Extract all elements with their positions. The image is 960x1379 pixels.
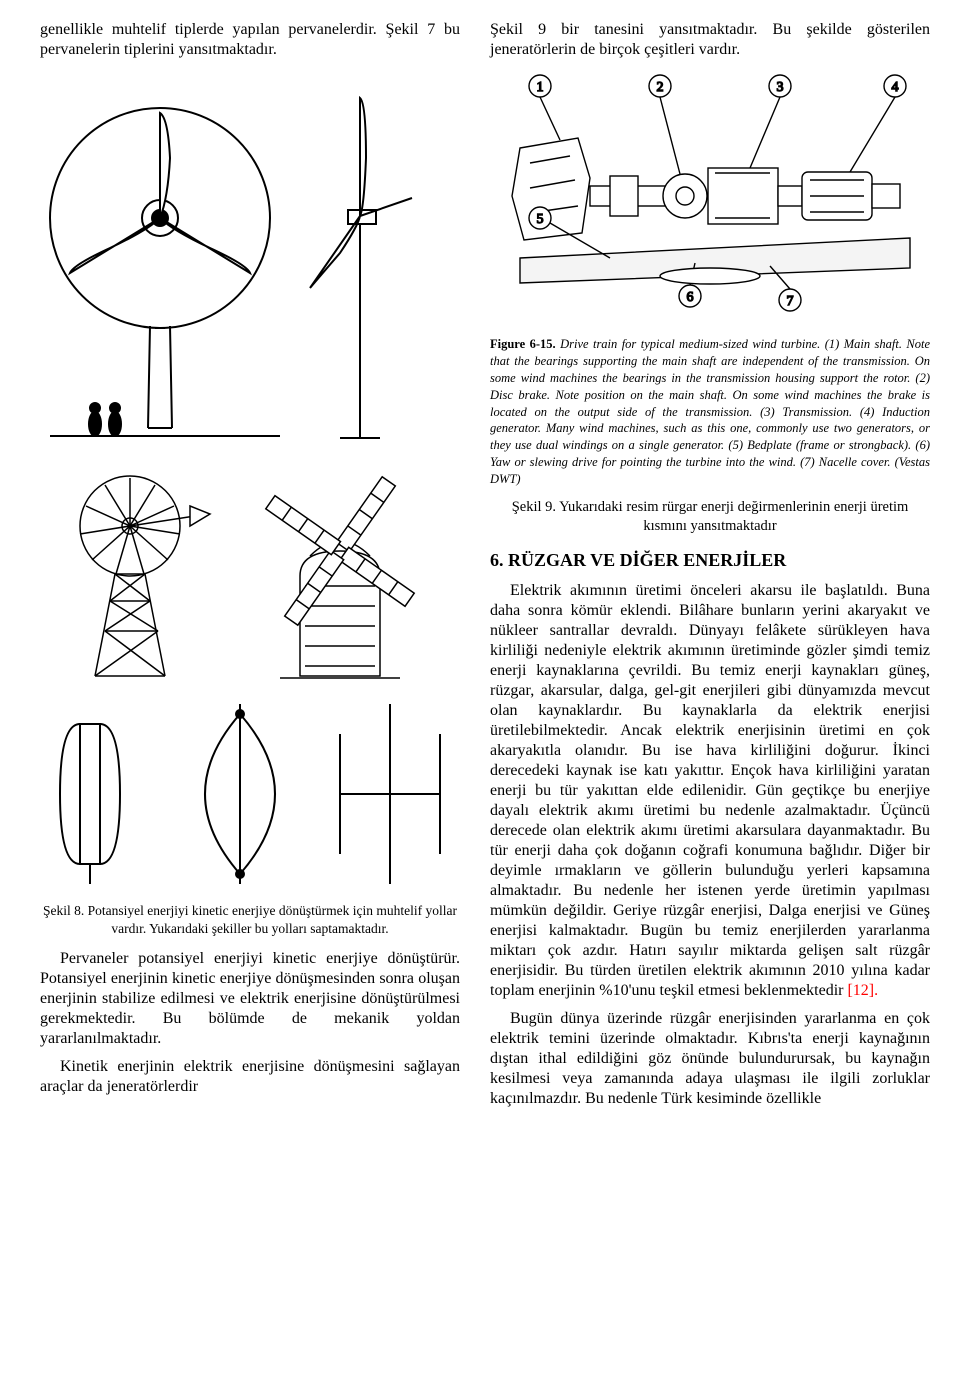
left-body-p2: Pervaneler potansiyel enerjiyi kinetic e… <box>40 949 460 1049</box>
turbine-types-illustration <box>40 68 460 448</box>
figure-7-turbine-types <box>40 68 460 448</box>
label-6: 6 <box>687 290 694 305</box>
drivetrain-illustration: 1 2 3 4 <box>490 68 930 328</box>
label-4: 4 <box>892 80 899 95</box>
label-7: 7 <box>787 294 794 309</box>
sekil9-caption: Şekil 9. Yukarıdaki resim rürgar enerji … <box>490 498 930 536</box>
fig615-text: Drive train for typical medium-sized win… <box>490 337 930 486</box>
label-1: 1 <box>537 80 544 95</box>
figure-8-row3 <box>40 694 460 894</box>
label-3: 3 <box>777 80 784 95</box>
right-body-p1: Elektrik akımının üretimi önceleri akars… <box>490 581 930 1001</box>
figure-6-15-caption: Figure 6-15. Drive train for typical med… <box>490 336 930 488</box>
section-6-heading: 6. RÜZGAR VE DİĞER ENERJİLER <box>490 550 930 571</box>
left-top-paragraph: genellikle muhtelif tiplerde yapılan per… <box>40 20 460 60</box>
label-5: 5 <box>537 212 544 227</box>
vawt-illustrations <box>40 694 460 894</box>
figure-8-row2 <box>40 456 460 686</box>
left-body-p3: Kinetik enerjinin elektrik enerjisine dö… <box>40 1057 460 1097</box>
windmill-illustrations <box>40 456 460 686</box>
figure-6-15-drivetrain: 1 2 3 4 <box>490 68 930 328</box>
sekil8-caption: Şekil 8. Potansiyel enerjiyi kinetic ene… <box>40 902 460 937</box>
ref-12: [12]. <box>847 982 878 999</box>
fig615-bold: Figure 6-15. <box>490 337 556 351</box>
label-2: 2 <box>657 80 664 95</box>
right-body-p1a: Elektrik akımının üretimi önceleri akars… <box>490 582 930 999</box>
right-body-p2: Bugün dünya üzerinde rüzgâr enerjisinden… <box>490 1009 930 1109</box>
right-top-paragraph: Şekil 9 bir tanesini yansıtmaktadır. Bu … <box>490 20 930 60</box>
